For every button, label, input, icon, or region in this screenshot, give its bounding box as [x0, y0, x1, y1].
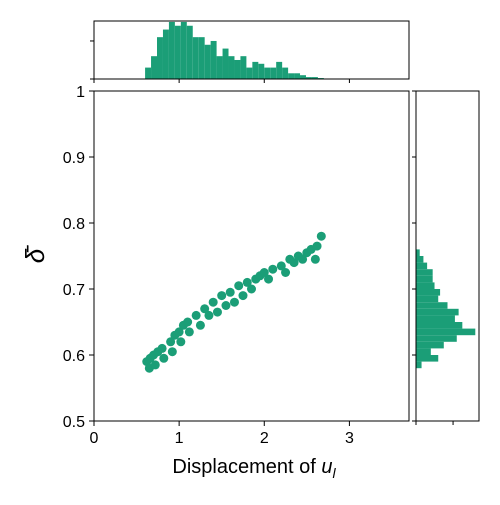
histogram-bar: [416, 308, 459, 316]
histogram-bar: [416, 302, 448, 309]
scatter-point: [176, 337, 186, 347]
histogram-bar: [416, 348, 431, 355]
x-tick-label: 3: [345, 430, 354, 447]
scatter-point: [191, 310, 201, 320]
histogram-bar: [416, 249, 420, 256]
histogram-bar: [416, 315, 455, 322]
histogram-bar: [240, 56, 247, 79]
histogram-bar: [416, 282, 435, 289]
histogram-bar: [192, 37, 199, 79]
histogram-bar: [416, 341, 444, 349]
histogram-bar: [198, 37, 205, 79]
scatter-point: [208, 297, 218, 307]
histogram-bar: [276, 61, 283, 79]
histogram-bar: [416, 328, 476, 336]
histogram-bar: [204, 44, 211, 79]
histogram-bar: [228, 56, 235, 79]
scatter-point: [310, 254, 320, 264]
histogram-bar: [305, 77, 312, 79]
histogram-bar: [282, 67, 289, 79]
scatter-point: [166, 337, 176, 347]
histogram-bar: [162, 29, 169, 79]
scatter-point: [264, 274, 274, 284]
histogram-bar: [246, 67, 253, 79]
scatter-point: [247, 284, 256, 294]
scatter-point: [238, 291, 248, 301]
histogram-bar: [416, 322, 463, 329]
scatter-point: [234, 281, 244, 291]
scatter-point: [195, 320, 205, 330]
histogram-bar: [416, 335, 457, 342]
histogram-bar: [222, 48, 229, 79]
histogram-bar: [300, 75, 306, 79]
histogram-bar: [252, 61, 259, 79]
histogram-bar: [311, 77, 318, 79]
histogram-bar: [174, 25, 181, 80]
histogram-bar: [416, 355, 439, 362]
y-tick-label: 0.5: [63, 414, 85, 431]
scatter-point: [221, 301, 231, 310]
histogram-bar: [416, 295, 439, 303]
x-tick-label: 0: [90, 430, 99, 447]
histogram-bar: [180, 21, 187, 79]
scatter-point: [281, 268, 291, 277]
scatter-point: [150, 360, 160, 370]
histogram-bar: [216, 56, 223, 79]
scatter-point: [276, 261, 286, 271]
x-axis-label: Displacement of ul: [172, 456, 336, 481]
histogram-bar: [264, 67, 271, 79]
histogram-bar: [288, 73, 295, 79]
histogram-bar: [294, 73, 301, 79]
y-tick-label: 0.9: [63, 150, 85, 167]
scatter-point: [184, 327, 194, 337]
y-tick-label: 0.8: [63, 216, 85, 233]
histogram-bar: [416, 361, 422, 369]
histogram-bar: [416, 289, 441, 296]
histogram-bar: [270, 67, 277, 79]
scatter-point: [174, 327, 184, 337]
scatter-point: [217, 291, 227, 301]
y-tick-label: 0.7: [63, 282, 85, 299]
scatter-point: [298, 254, 308, 264]
scatter-point: [229, 297, 239, 307]
plot-frame: [93, 90, 410, 422]
scatter-point: [183, 317, 193, 327]
histogram-bar: [210, 40, 217, 79]
scatter-point: [167, 347, 177, 357]
histogram-bar: [416, 256, 424, 263]
y-axis-label: δ̄: [20, 245, 50, 263]
scatter-point: [259, 268, 269, 277]
scatter-point: [157, 343, 167, 353]
histogram-bar: [168, 21, 175, 79]
x-tick-label: 2: [260, 430, 269, 447]
top-frame: [93, 20, 410, 80]
histogram-bar: [151, 56, 157, 79]
scatter-point: [212, 307, 222, 317]
y-tick-label: 0.6: [63, 348, 85, 365]
histogram-bar: [258, 63, 265, 79]
scatter-point: [312, 241, 322, 251]
scatter-point: [242, 277, 252, 287]
right-frame: [415, 90, 480, 422]
histogram-bar: [157, 37, 163, 79]
scatter-point: [225, 287, 235, 297]
scatter-point: [200, 304, 210, 314]
histogram-bar: [234, 59, 241, 79]
histogram-bar: [416, 262, 428, 270]
x-tick-label: 1: [175, 430, 184, 447]
histogram-bar: [186, 25, 193, 80]
scatter-point: [159, 353, 169, 363]
y-tick-label: 1: [76, 84, 85, 101]
scatter-point: [289, 258, 299, 268]
scatter-point: [268, 264, 278, 274]
scatter-point: [316, 231, 326, 241]
histogram-bar: [145, 67, 152, 79]
histogram-bar: [416, 269, 433, 276]
histogram-bar: [416, 275, 433, 283]
scatter-point: [204, 310, 214, 320]
